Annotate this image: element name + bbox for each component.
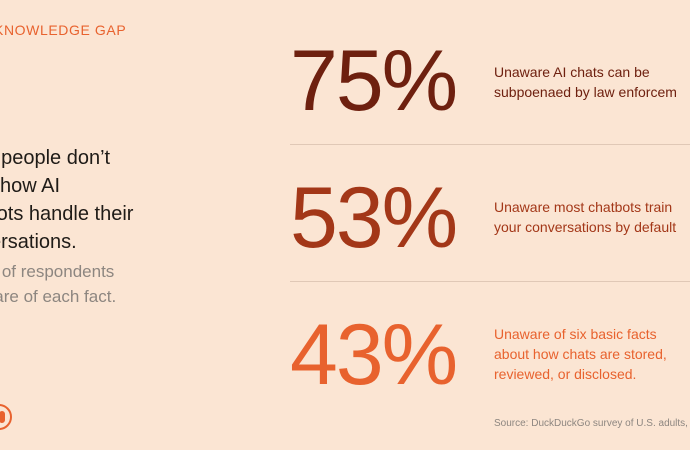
headline-line: tbots handle their [0, 203, 134, 225]
headline: st people don’t w how AI tbots handle th… [0, 144, 190, 256]
stat-value: 75% [290, 33, 458, 129]
eyebrow-label: KNOWLEDGE GAP [0, 22, 127, 38]
stat-description-line: Unaware of six basic facts [494, 326, 657, 342]
brand-logo-icon [0, 404, 12, 430]
headline-line: st people don’t [0, 147, 111, 169]
subhead-line: re of respondents [0, 262, 115, 281]
stat-description-line: your conversations by default [494, 219, 677, 235]
subhead: re of respondents ware of each fact. [0, 259, 162, 309]
headline-line: w how AI [0, 175, 61, 197]
stat-value: 53% [290, 170, 458, 266]
stat-value: 43% [290, 307, 458, 403]
stat-description-line: Unaware most chatbots train [494, 199, 673, 215]
subhead-line: ware of each fact. [0, 287, 117, 306]
stat-description: Unaware of six basic facts about how cha… [494, 324, 667, 384]
divider [290, 144, 690, 145]
stat-description-line: subpoenaed by law enforcem [494, 84, 677, 100]
divider [290, 281, 690, 282]
stat-description-line: Unaware AI chats can be [494, 64, 650, 80]
headline-line: versations. [0, 231, 77, 253]
stat-description: Unaware AI chats can be subpoenaed by la… [494, 62, 677, 102]
source-note: Source: DuckDuckGo survey of U.S. adults… [494, 418, 690, 429]
stat-description: Unaware most chatbots train your convers… [494, 197, 676, 237]
stat-description-line: about how chats are stored, [494, 346, 667, 362]
stat-description-line: reviewed, or disclosed. [494, 366, 637, 382]
